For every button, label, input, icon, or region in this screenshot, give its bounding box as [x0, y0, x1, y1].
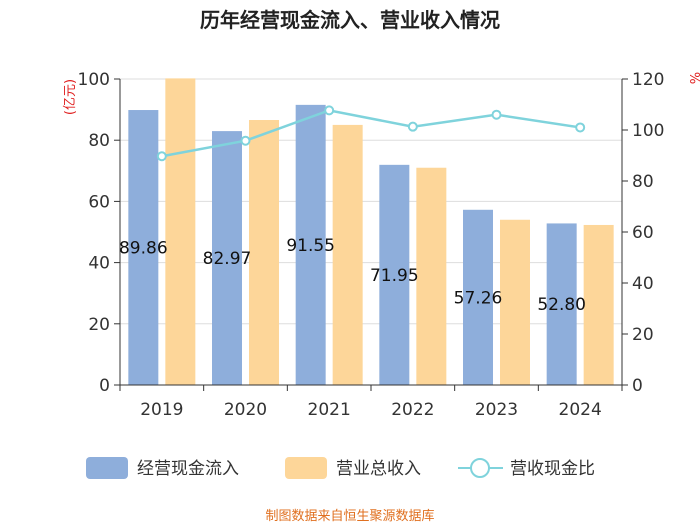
- bar-revenue-2023: [500, 219, 530, 385]
- ratio-point-2022: [407, 121, 418, 132]
- legend-label-revenue: 营业总收入: [336, 459, 421, 479]
- legend-label-cash-inflow: 经营现金流入: [137, 459, 239, 479]
- y-right-tick-label-20: 20: [632, 325, 654, 345]
- y-right-tick-label-40: 40: [632, 274, 654, 294]
- bar-revenue-2024: [583, 224, 614, 385]
- data-label-cash-inflow-2022: 71.95: [370, 266, 419, 286]
- bar-revenue-2020: [249, 120, 279, 385]
- legend-swatch-revenue: [285, 457, 327, 479]
- ratio-point-2024: [575, 122, 586, 133]
- bar-cash-inflow-2023: [463, 209, 493, 385]
- y-axis-left-label: (亿元): [63, 79, 78, 115]
- y-right-tick-label-100: 100: [632, 121, 664, 141]
- legend-swatch-cash-inflow: [86, 457, 128, 479]
- ratio-point-2023: [491, 109, 502, 120]
- y-left-tick-label-40: 40: [88, 254, 110, 274]
- x-tick-label-2019: 2019: [140, 400, 183, 420]
- bar-cash-inflow-2024: [546, 223, 577, 385]
- source-note: 制图数据来自恒生聚源数据库: [265, 508, 434, 524]
- y-left-tick-label-20: 20: [88, 315, 110, 335]
- y-left-tick-label-60: 60: [88, 192, 110, 212]
- data-label-cash-inflow-2020: 82.97: [203, 249, 252, 269]
- legend: 经营现金流入 营业总收入 营收现金比: [86, 457, 595, 479]
- ratio-point-2020: [240, 135, 251, 146]
- ratio-point-2021: [324, 105, 335, 116]
- data-label-cash-inflow-2021: 91.55: [286, 236, 335, 256]
- bar-cash-inflow-2021: [295, 104, 326, 386]
- y-left-tick-label-0: 0: [99, 376, 110, 396]
- bar-cash-inflow-2020: [212, 131, 242, 385]
- y-right-tick-label-0: 0: [632, 376, 643, 396]
- data-label-cash-inflow-2024: 52.80: [537, 295, 586, 315]
- x-tick-label-2020: 2020: [224, 400, 267, 420]
- y-right-tick-label-80: 80: [632, 172, 654, 192]
- bar-cash-inflow-2022: [379, 164, 410, 385]
- data-label-cash-inflow-2019: 89.86: [119, 239, 168, 259]
- bars: [128, 78, 614, 386]
- data-label-cash-inflow-2023: 57.26: [454, 288, 503, 308]
- x-tick-label-2023: 2023: [475, 400, 518, 420]
- data-labels: 89.86 82.97 91.55 71.95 57.26 52.80: [119, 236, 586, 315]
- y-axis-right-label: %: [686, 72, 700, 84]
- y-right-tick-label-60: 60: [632, 223, 654, 243]
- bar-revenue-2022: [416, 167, 447, 385]
- chart-title: 历年经营现金流入、营业收入情况: [200, 8, 500, 32]
- y-right-tick-label-120: 120: [632, 70, 664, 90]
- y-left-tick-label-100: 100: [78, 70, 110, 90]
- axes: 0 20 40 60 80 100 0 20 40 60 80 100 120 2019 2020 2021 2…: [78, 70, 665, 420]
- x-tick-label-2021: 2021: [308, 400, 351, 420]
- bar-revenue-2021: [332, 124, 363, 386]
- bar-cash-inflow-2019: [128, 110, 159, 386]
- y-left-tick-label-80: 80: [88, 131, 110, 151]
- ratio-line: [156, 105, 586, 162]
- legend-label-ratio: 营收现金比: [510, 459, 595, 479]
- legend-marker-ratio: [470, 458, 490, 478]
- bar-revenue-2019: [165, 78, 196, 385]
- x-tick-label-2024: 2024: [559, 400, 602, 420]
- x-tick-label-2022: 2022: [391, 400, 434, 420]
- ratio-point-2019: [156, 151, 167, 162]
- ratio-line-path: [161, 109, 581, 158]
